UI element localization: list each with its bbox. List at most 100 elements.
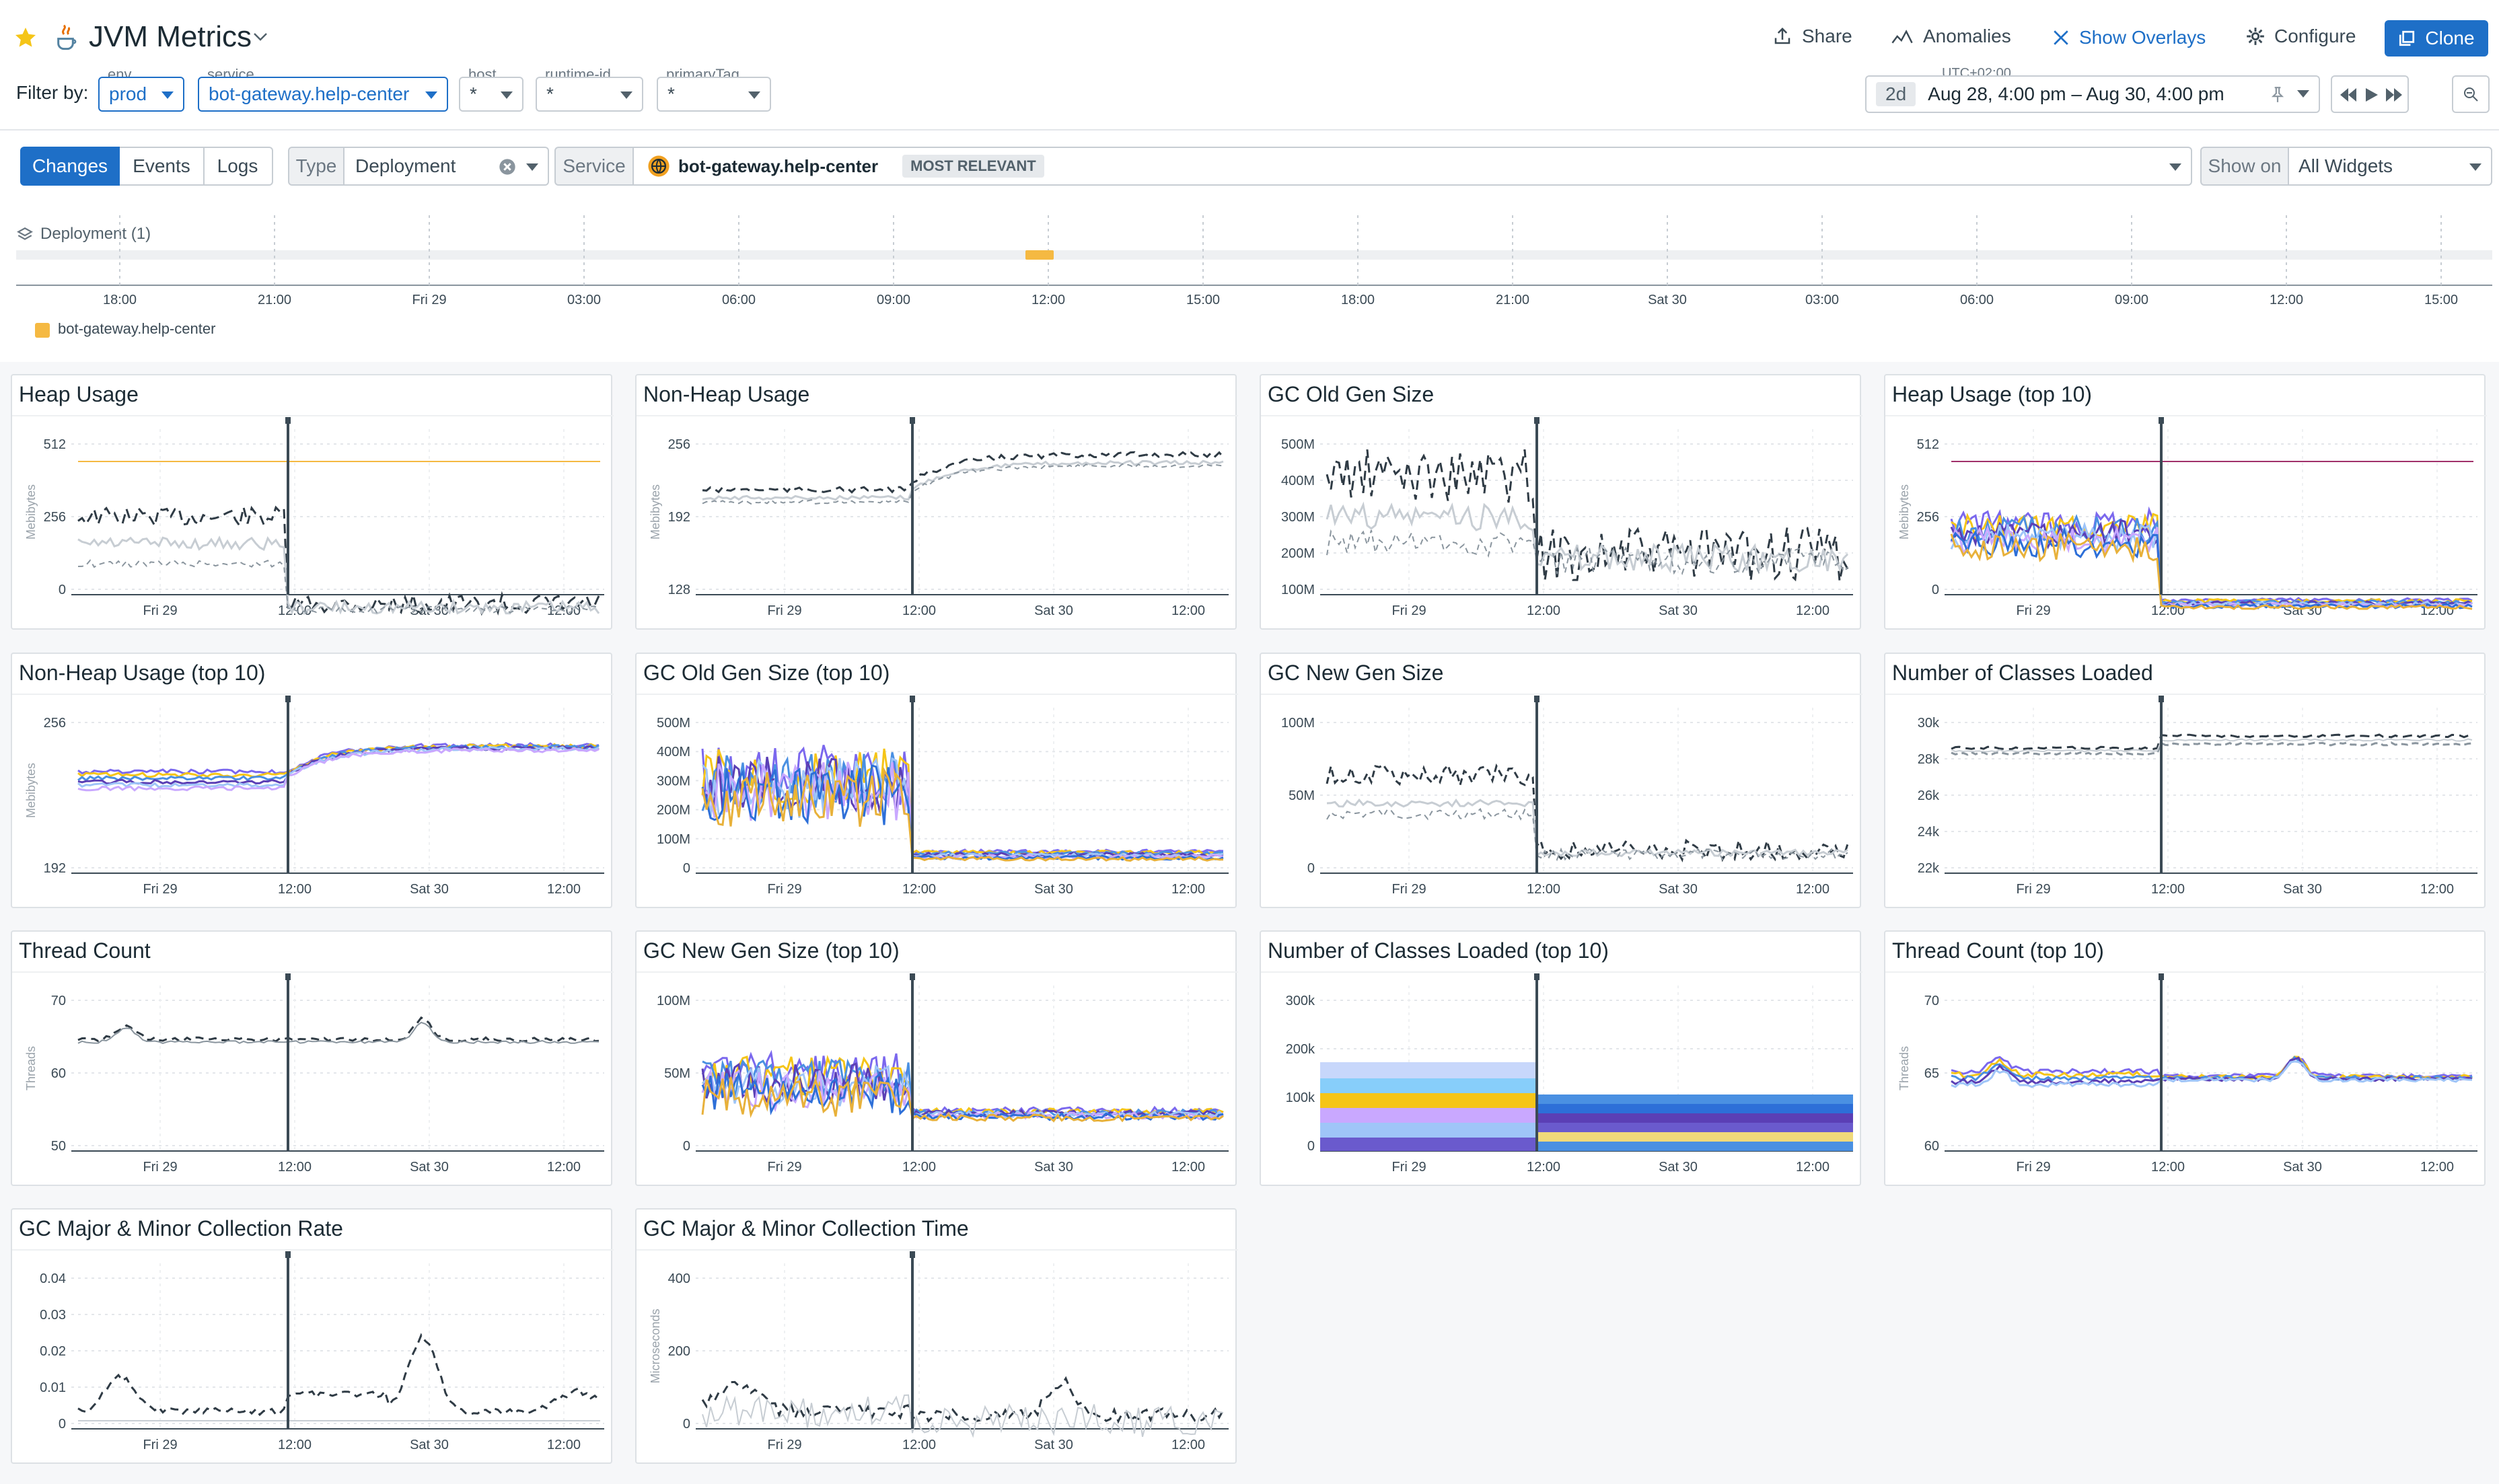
java-logo-icon <box>57 24 77 50</box>
fast-forward-icon[interactable] <box>2385 86 2403 104</box>
play-icon[interactable] <box>2363 86 2379 104</box>
widget-title: Non-Heap Usage <box>643 382 810 406</box>
service-filter-value: bot-gateway.help-center <box>209 83 410 104</box>
widget-gc-major-minor-collection-rate[interactable]: GC Major & Minor Collection Rate 0 0.01 0.0… <box>11 1208 614 1465</box>
host-filter-select[interactable]: * <box>459 77 523 112</box>
time-span-badge: 2d <box>1876 82 1916 106</box>
widget-title: GC New Gen Size (top 10) <box>643 938 900 963</box>
widget-chart[interactable]: 60 65 70 Threads Fri 29 12:00 Sat 30 12:00 <box>1885 932 2487 1187</box>
y-tick-label: 0 <box>59 1417 66 1432</box>
widget-chart[interactable]: 0 50M 100M Fri 29 12:00 Sat 30 12:00 <box>637 932 1238 1187</box>
widget-chart[interactable]: 0 0.01 0.02 0.03 0.04 Fri 29 12:00 Sat 30 12:00 <box>12 1210 614 1465</box>
widget-chart[interactable]: 0 200 400 Microseconds Fri 29 12:00 Sat 30 12:0… <box>637 1210 1238 1465</box>
series-line <box>77 559 600 614</box>
chevron-down-icon[interactable] <box>253 32 268 42</box>
type-filter-select[interactable]: Deployment <box>343 147 549 186</box>
favorite-star-icon[interactable] <box>13 26 38 50</box>
widget-non-heap-usage[interactable]: Non-Heap Usage 128 192 256 Mebibytes Fri 29 12… <box>635 374 1238 631</box>
stacked-band <box>1320 1123 1537 1138</box>
timeline-tick-label: 12:00 <box>1031 293 1065 307</box>
widget-thread-count-top-10[interactable]: Thread Count (top 10) 60 65 70 Threads Fri 29… <box>1884 930 2487 1187</box>
widget-gc-major-minor-collection-time[interactable]: GC Major & Minor Collection Time 0 200 400 M… <box>635 1208 1238 1465</box>
tab-events[interactable]: Events <box>120 147 205 186</box>
events-timeline: Deployment (1) 18:00 21:00 Fri 29 03:00 06:0… <box>0 202 2499 361</box>
widget-chart[interactable]: 100M 200M 300M 400M 500M Fri 29 12:00 Sat 30 12:… <box>1261 375 1862 631</box>
x-tick-label: 12:00 <box>278 1160 312 1175</box>
tab-logs[interactable]: Logs <box>203 147 273 186</box>
timeline-tick-label: 09:00 <box>877 293 910 307</box>
widget-gc-old-gen-size-top-10[interactable]: GC Old Gen Size (top 10) 0 100M 200M 300M 400… <box>635 653 1238 910</box>
widget-non-heap-usage-top-10[interactable]: Non-Heap Usage (top 10) 192 256 Mebibytes Fr… <box>11 653 614 910</box>
rewind-icon[interactable] <box>2339 86 2358 104</box>
deployment-line-cap <box>2159 973 2164 980</box>
widget-thread-count[interactable]: Thread Count 50 60 70 Threads Fri 29 12:00 Sat … <box>11 930 614 1187</box>
deployment-marker[interactable] <box>1025 250 1054 260</box>
clone-icon <box>2399 30 2415 46</box>
timeline-tick-label: 15:00 <box>1186 293 1220 307</box>
timeline-tick-label: 15:00 <box>2424 293 2458 307</box>
service-select[interactable]: bot-gateway.help-center MOST RELEVANT <box>632 147 2192 186</box>
filter-by-label: Filter by: <box>16 82 89 103</box>
series-line <box>702 1394 1224 1438</box>
deployment-line-cap <box>1534 696 1540 702</box>
y-tick-label: 0 <box>1307 1139 1315 1154</box>
x-tick-label: 12:00 <box>902 1438 936 1452</box>
configure-button[interactable]: Configure <box>2246 26 2356 47</box>
y-tick-label: 0 <box>683 1417 690 1432</box>
y-tick-label: 100k <box>1286 1090 1315 1105</box>
widget-chart[interactable]: 50 60 70 Threads Fri 29 12:00 Sat 30 12:00 <box>12 932 614 1187</box>
show-overlays-button[interactable]: Show Overlays <box>2052 27 2206 48</box>
share-button[interactable]: Share <box>1772 26 1852 47</box>
y-tick-label: 200 <box>668 1344 690 1359</box>
stacked-band <box>1320 1078 1537 1093</box>
widget-chart[interactable]: 0 100M 200M 300M 400M 500M Fri 29 12:00 Sat 30 12… <box>637 654 1238 910</box>
env-filter-select[interactable]: prod <box>98 77 184 112</box>
tab-changes[interactable]: Changes <box>20 147 120 186</box>
time-range-value: Aug 28, 4:00 pm – Aug 30, 4:00 pm <box>1928 83 2224 104</box>
timeline-chart[interactable]: 18:00 21:00 Fri 29 03:00 06:00 09:00 12:00 15:0… <box>0 202 2499 361</box>
widget-chart[interactable]: 0 50M 100M Fri 29 12:00 Sat 30 12:00 <box>1261 654 1862 910</box>
clear-icon[interactable] <box>498 157 517 176</box>
widget-gc-old-gen-size[interactable]: GC Old Gen Size 100M 200M 300M 400M 500M Fri 2… <box>1260 374 1862 631</box>
pin-icon[interactable] <box>2270 86 2285 104</box>
runtime-id-filter-select[interactable]: * <box>536 77 643 112</box>
widget-number-of-classes-loaded[interactable]: Number of Classes Loaded 22k 24k 26k 28k 30k F… <box>1884 653 2487 910</box>
widget-chart[interactable]: 128 192 256 Mebibytes Fri 29 12:00 Sat 30 12:00 <box>637 375 1238 631</box>
y-tick-label: 70 <box>51 994 66 1008</box>
type-filter-value: Deployment <box>355 155 456 176</box>
x-tick-label: 12:00 <box>2420 1160 2454 1175</box>
widget-title: GC Old Gen Size (top 10) <box>643 661 890 685</box>
x-tick-label: Sat 30 <box>1034 603 1073 618</box>
show-on-select[interactable]: All Widgets <box>2288 147 2492 186</box>
x-tick-label: Fri 29 <box>1391 603 1426 618</box>
widget-chart[interactable]: 192 256 Mebibytes Fri 29 12:00 Sat 30 12:00 <box>12 654 614 910</box>
y-tick-label: 0.02 <box>40 1344 66 1359</box>
widget-title: GC Old Gen Size <box>1268 382 1435 406</box>
x-tick-label: 12:00 <box>278 1438 312 1452</box>
widget-heap-usage[interactable]: Heap Usage 0 256 512 Mebibytes Fri 29 12:00 Sat… <box>11 374 614 631</box>
widget-gc-new-gen-size[interactable]: GC New Gen Size 0 50M 100M Fri 29 12:00 Sat 30… <box>1260 653 1862 910</box>
primarytag-filter-select[interactable]: * <box>657 77 771 112</box>
widget-chart[interactable]: 0 100k 200k 300k Fri 29 12:00 Sat 30 12:00 <box>1261 932 1862 1187</box>
anomalies-button[interactable]: Anomalies <box>1891 26 2011 47</box>
x-tick-label: Fri 29 <box>767 1160 801 1175</box>
clone-button[interactable]: Clone <box>2385 20 2488 57</box>
service-filter-select[interactable]: bot-gateway.help-center <box>198 77 448 112</box>
x-tick-label: Fri 29 <box>1391 882 1426 897</box>
x-tick-label: 12:00 <box>2151 1160 2185 1175</box>
widget-heap-usage-top-10[interactable]: Heap Usage (top 10) 0 256 512 Mebibytes Fri 2… <box>1884 374 2487 631</box>
series-line <box>701 762 1224 860</box>
series-line <box>77 535 600 616</box>
time-range-picker[interactable]: 2d Aug 28, 4:00 pm – Aug 30, 4:00 pm <box>1865 75 2320 113</box>
deployment-line-cap <box>285 1251 291 1258</box>
series-line <box>1326 763 1849 863</box>
widget-chart[interactable]: 22k 24k 26k 28k 30k Fri 29 12:00 Sat 30 12:00 <box>1885 654 2487 910</box>
widget-gc-new-gen-size-top-10[interactable]: GC New Gen Size (top 10) 0 50M 100M Fri 29 12… <box>635 930 1238 1187</box>
show-on-value: All Widgets <box>2298 155 2393 176</box>
x-tick-label: 12:00 <box>1171 603 1205 618</box>
zoom-out-button[interactable] <box>2452 75 2490 113</box>
widget-title: Heap Usage <box>19 382 139 406</box>
widget-number-of-classes-loaded-top-10[interactable]: Number of Classes Loaded (top 10) 0 100k 20… <box>1260 930 1862 1187</box>
